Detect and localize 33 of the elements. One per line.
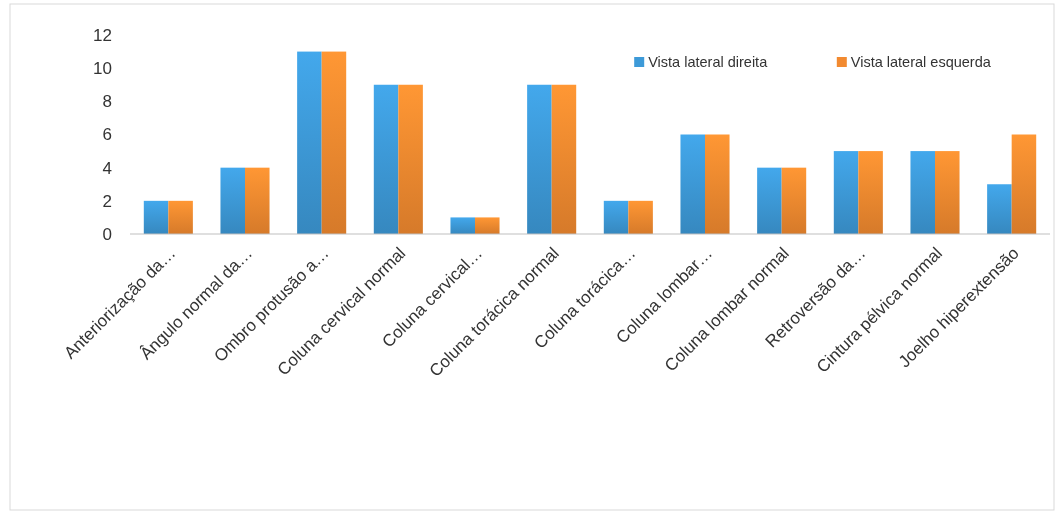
legend-label: Vista lateral esquerda bbox=[850, 54, 992, 71]
bar bbox=[475, 217, 500, 234]
bar bbox=[220, 167, 245, 234]
bar bbox=[833, 151, 859, 234]
bar bbox=[398, 84, 423, 234]
bar bbox=[297, 51, 322, 234]
bar bbox=[987, 184, 1012, 234]
bar bbox=[1011, 134, 1037, 234]
bar bbox=[910, 151, 935, 234]
bar bbox=[705, 134, 730, 234]
y-tick-label: 6 bbox=[102, 125, 112, 145]
bar bbox=[935, 151, 960, 234]
bar bbox=[143, 200, 169, 234]
y-tick-label: 10 bbox=[93, 59, 112, 79]
bar bbox=[373, 84, 399, 234]
bar bbox=[781, 167, 807, 234]
bar bbox=[245, 167, 270, 234]
bar bbox=[757, 167, 782, 234]
bar bbox=[551, 84, 577, 234]
bar bbox=[858, 151, 883, 234]
bar bbox=[603, 200, 629, 234]
y-tick-label: 8 bbox=[102, 92, 112, 112]
y-tick-label: 0 bbox=[102, 224, 112, 244]
bar bbox=[321, 51, 347, 234]
bar bbox=[527, 84, 552, 234]
bar bbox=[628, 200, 653, 234]
y-tick-label: 4 bbox=[102, 158, 112, 178]
bar bbox=[450, 217, 475, 234]
y-tick-label: 2 bbox=[102, 191, 112, 211]
y-tick-label: 12 bbox=[93, 25, 112, 45]
legend-label: Vista lateral direita bbox=[648, 54, 769, 71]
bar bbox=[168, 200, 193, 234]
bar bbox=[680, 134, 705, 234]
